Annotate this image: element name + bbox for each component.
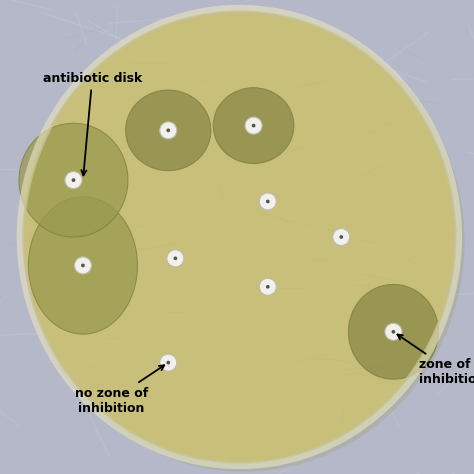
Circle shape [160, 354, 177, 371]
Circle shape [245, 117, 262, 134]
Ellipse shape [24, 12, 465, 472]
Circle shape [167, 250, 184, 267]
Circle shape [74, 257, 91, 274]
Text: zone of
inhibition: zone of inhibition [397, 335, 474, 386]
Circle shape [339, 235, 343, 239]
Circle shape [266, 200, 270, 203]
Circle shape [166, 128, 170, 132]
Circle shape [266, 285, 270, 289]
Circle shape [259, 278, 276, 295]
Circle shape [259, 193, 276, 210]
Circle shape [166, 361, 170, 365]
Text: antibiotic disk: antibiotic disk [43, 72, 142, 175]
Text: no zone of
inhibition: no zone of inhibition [75, 365, 164, 415]
Circle shape [81, 264, 85, 267]
Circle shape [385, 323, 402, 340]
Ellipse shape [213, 88, 294, 164]
Ellipse shape [126, 90, 211, 171]
Circle shape [252, 124, 255, 128]
Ellipse shape [24, 12, 455, 462]
Circle shape [333, 228, 350, 246]
Circle shape [160, 122, 177, 139]
Circle shape [65, 172, 82, 189]
Ellipse shape [19, 123, 128, 237]
Circle shape [173, 256, 177, 260]
Ellipse shape [28, 197, 137, 334]
Circle shape [392, 330, 395, 334]
Circle shape [72, 178, 75, 182]
Ellipse shape [348, 284, 438, 379]
